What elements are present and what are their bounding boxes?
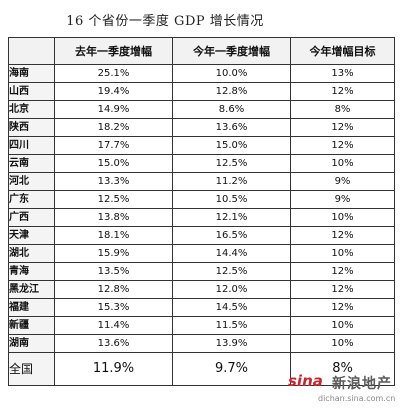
total-last-q1: 11.9% — [54, 352, 173, 386]
this-q1-cell: 11.5% — [172, 316, 291, 335]
this-q1-cell: 16.5% — [172, 226, 291, 245]
target-cell: 12% — [290, 280, 395, 299]
last-q1-cell: 11.4% — [54, 316, 173, 335]
province-cell: 黑龙江 — [8, 280, 55, 299]
target-cell: 12% — [290, 262, 395, 281]
target-cell: 12% — [290, 298, 395, 317]
last-q1-cell: 13.5% — [54, 262, 173, 281]
this-q1-cell: 8.6% — [172, 100, 291, 119]
province-cell: 湖北 — [8, 244, 55, 263]
last-q1-cell: 15.3% — [54, 298, 173, 317]
target-cell: 10% — [290, 244, 395, 263]
this-q1-cell: 12.5% — [172, 154, 291, 173]
this-q1-cell: 12.8% — [172, 82, 291, 101]
table-row: 海南 25.1% 10.0% 13% — [8, 64, 395, 83]
last-q1-cell: 17.7% — [54, 136, 173, 155]
province-cell: 福建 — [8, 298, 55, 317]
this-q1-cell: 14.4% — [172, 244, 291, 263]
this-q1-cell: 10.5% — [172, 190, 291, 209]
last-q1-cell: 25.1% — [54, 64, 173, 83]
province-cell: 北京 — [8, 100, 55, 119]
last-q1-cell: 13.8% — [54, 208, 173, 227]
total-target: 8% — [290, 352, 395, 386]
last-q1-cell: 18.1% — [54, 226, 173, 245]
last-q1-cell: 14.9% — [54, 100, 173, 119]
province-cell: 广东 — [8, 190, 55, 209]
table-row: 山西 19.4% 12.8% 12% — [8, 82, 395, 101]
target-cell: 10% — [290, 154, 395, 173]
province-cell: 四川 — [8, 136, 55, 155]
last-q1-cell: 13.3% — [54, 172, 173, 191]
header-corner — [8, 37, 55, 65]
this-q1-cell: 13.6% — [172, 118, 291, 137]
total-label: 全国 — [8, 352, 55, 386]
target-cell: 12% — [290, 118, 395, 137]
table-row: 云南 15.0% 12.5% 10% — [8, 154, 395, 173]
table-row: 北京 14.9% 8.6% 8% — [8, 100, 395, 119]
province-cell: 河北 — [8, 172, 55, 191]
target-cell: 9% — [290, 190, 395, 209]
this-q1-cell: 13.9% — [172, 334, 291, 353]
province-cell: 山西 — [8, 82, 55, 101]
province-cell: 海南 — [8, 64, 55, 83]
table-row: 黑龙江 12.8% 12.0% 12% — [8, 280, 395, 299]
watermark-name: 新浪地产 — [332, 376, 392, 392]
last-q1-cell: 15.0% — [54, 154, 173, 173]
table-row: 广西 13.8% 12.1% 10% — [8, 208, 395, 227]
last-q1-cell: 15.9% — [54, 244, 173, 263]
header-this-q1: 今年一季度增幅 — [172, 37, 291, 65]
target-cell: 9% — [290, 172, 395, 191]
province-cell: 广西 — [8, 208, 55, 227]
province-cell: 天津 — [8, 226, 55, 245]
watermark-url: dichan.sina.com.cn — [318, 394, 396, 403]
target-cell: 10% — [290, 208, 395, 227]
target-cell: 12% — [290, 226, 395, 245]
this-q1-cell: 12.1% — [172, 208, 291, 227]
table-row: 广东 12.5% 10.5% 9% — [8, 190, 395, 209]
this-q1-cell: 12.0% — [172, 280, 291, 299]
table-row: 河北 13.3% 11.2% 9% — [8, 172, 395, 191]
last-q1-cell: 12.5% — [54, 190, 173, 209]
this-q1-cell: 15.0% — [172, 136, 291, 155]
table-row: 湖北 15.9% 14.4% 10% — [8, 244, 395, 263]
table-row: 青海 13.5% 12.5% 12% — [8, 262, 395, 281]
last-q1-cell: 13.6% — [54, 334, 173, 353]
sina-logo: sina — [288, 372, 323, 390]
table-row: 湖南 13.6% 13.9% 10% — [8, 334, 395, 353]
this-q1-cell: 11.2% — [172, 172, 291, 191]
province-cell: 云南 — [8, 154, 55, 173]
last-q1-cell: 19.4% — [54, 82, 173, 101]
table-row: 福建 15.3% 14.5% 12% — [8, 298, 395, 317]
this-q1-cell: 14.5% — [172, 298, 291, 317]
target-cell: 8% — [290, 100, 395, 119]
province-cell: 陕西 — [8, 118, 55, 137]
table-row: 新疆 11.4% 11.5% 10% — [8, 316, 395, 335]
target-cell: 12% — [290, 136, 395, 155]
last-q1-cell: 12.8% — [54, 280, 173, 299]
table-row: 陕西 18.2% 13.6% 12% — [8, 118, 395, 137]
target-cell: 10% — [290, 334, 395, 353]
province-cell: 湖南 — [8, 334, 55, 353]
gdp-table: 去年一季度增幅 今年一季度增幅 今年增幅目标 海南 25.1% 10.0% 13% 山西… — [8, 37, 395, 386]
header-row: 去年一季度增幅 今年一季度增幅 今年增幅目标 — [8, 37, 395, 65]
total-row: 全国 11.9% 9.7% 8% — [8, 352, 395, 386]
table-title: 16 个省份一季度 GDP 增长情况 — [66, 14, 264, 29]
this-q1-cell: 12.5% — [172, 262, 291, 281]
province-cell: 新疆 — [8, 316, 55, 335]
table-row: 四川 17.7% 15.0% 12% — [8, 136, 395, 155]
header-target: 今年增幅目标 — [290, 37, 395, 65]
table-row: 天津 18.1% 16.5% 12% — [8, 226, 395, 245]
target-cell: 12% — [290, 82, 395, 101]
last-q1-cell: 18.2% — [54, 118, 173, 137]
this-q1-cell: 10.0% — [172, 64, 291, 83]
total-this-q1: 9.7% — [172, 352, 291, 386]
sina-watermark: sina 新浪地产 dichan.sina.com.cn — [288, 372, 403, 406]
target-cell: 13% — [290, 64, 395, 83]
province-cell: 青海 — [8, 262, 55, 281]
target-cell: 10% — [290, 316, 395, 335]
header-last-q1: 去年一季度增幅 — [54, 37, 173, 65]
